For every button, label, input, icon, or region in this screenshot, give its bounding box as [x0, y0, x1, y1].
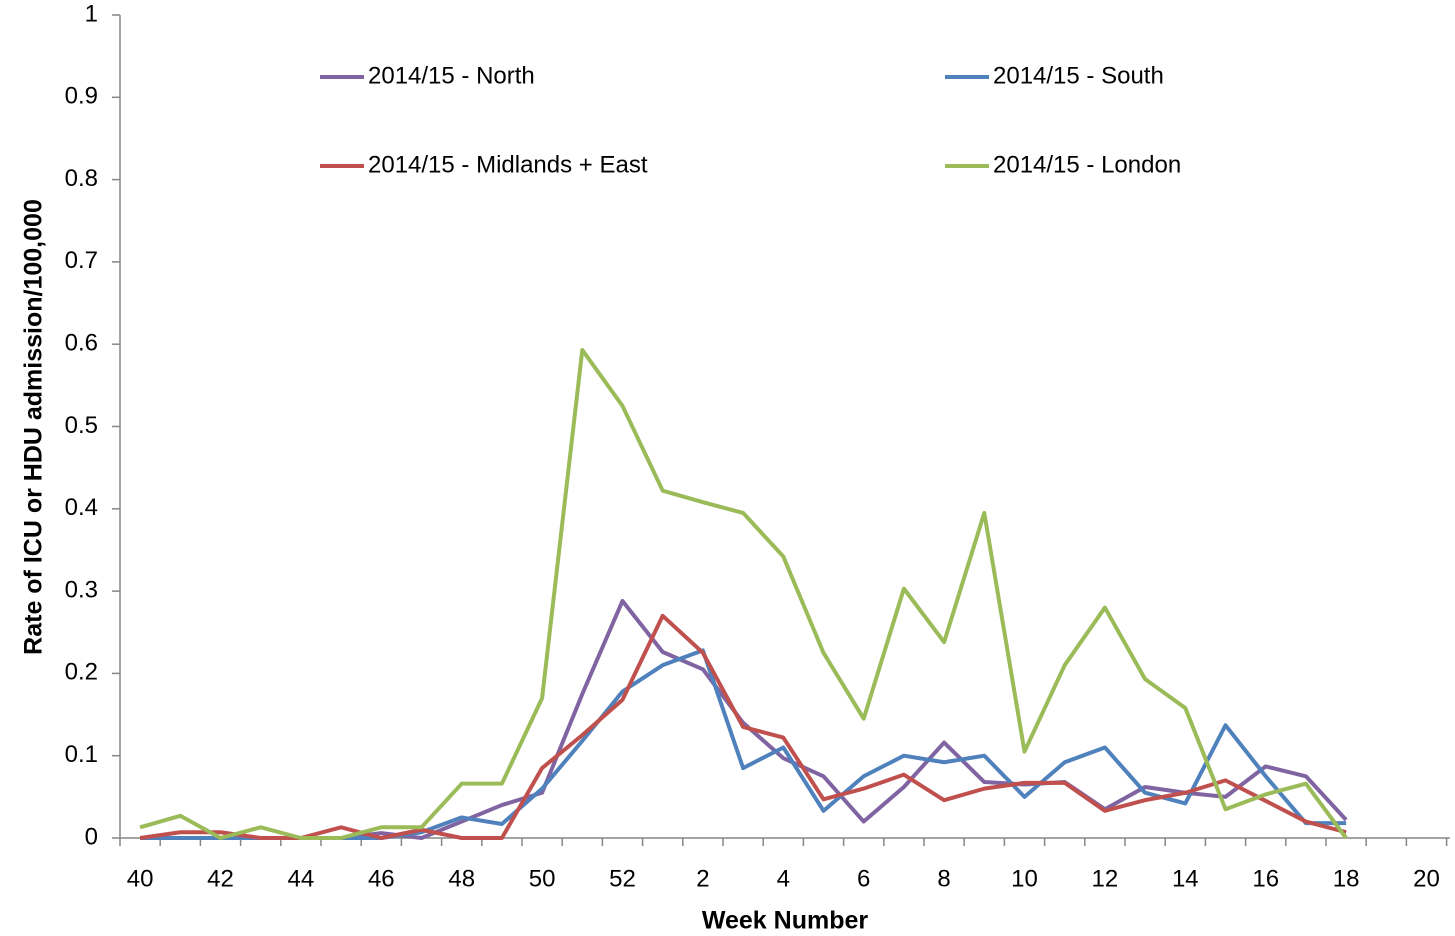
legend-label: 2014/15 - Midlands + East [368, 151, 648, 178]
y-tick-label: 0.2 [65, 659, 98, 686]
y-axis-title: Rate of ICU or HDU admission/100,000 [20, 199, 48, 655]
y-tick-label: 0.1 [65, 741, 98, 768]
x-tick-label: 12 [1092, 865, 1119, 892]
y-tick-label: 0.8 [65, 165, 98, 192]
x-tick-label: 18 [1333, 865, 1360, 892]
y-tick-label: 0.5 [65, 412, 98, 439]
y-tick-label: 0.7 [65, 247, 98, 274]
x-tick-label: 20 [1413, 865, 1440, 892]
legend-label: 2014/15 - North [368, 62, 535, 89]
x-tick-label: 6 [857, 865, 870, 892]
y-tick-label: 1 [85, 0, 98, 27]
x-tick-label: 4 [777, 865, 790, 892]
legend-label: 2014/15 - South [993, 62, 1164, 89]
x-tick-label: 46 [368, 865, 395, 892]
y-tick-label: 0.9 [65, 83, 98, 110]
x-tick-label: 44 [288, 865, 315, 892]
y-tick-label: 0.6 [65, 330, 98, 357]
x-tick-label: 16 [1252, 865, 1279, 892]
legend-label: 2014/15 - London [993, 151, 1181, 178]
x-tick-label: 14 [1172, 865, 1199, 892]
x-tick-label: 40 [127, 865, 154, 892]
x-tick-label: 8 [937, 865, 950, 892]
y-tick-label: 0.4 [65, 494, 98, 521]
x-tick-label: 48 [448, 865, 475, 892]
series-line [139, 613, 1347, 840]
x-tick-label: 2 [696, 865, 709, 892]
x-tick-label: 10 [1011, 865, 1038, 892]
y-tick-label: 0 [85, 823, 98, 850]
series-line [140, 648, 1347, 840]
x-tick-label: 52 [609, 865, 636, 892]
x-tick-label: 42 [207, 865, 234, 892]
series-line [140, 598, 1348, 840]
series-line [139, 347, 1348, 840]
x-tick-label: 50 [529, 865, 556, 892]
x-axis-title: Week Number [702, 907, 869, 935]
y-tick-label: 0.3 [65, 576, 98, 603]
